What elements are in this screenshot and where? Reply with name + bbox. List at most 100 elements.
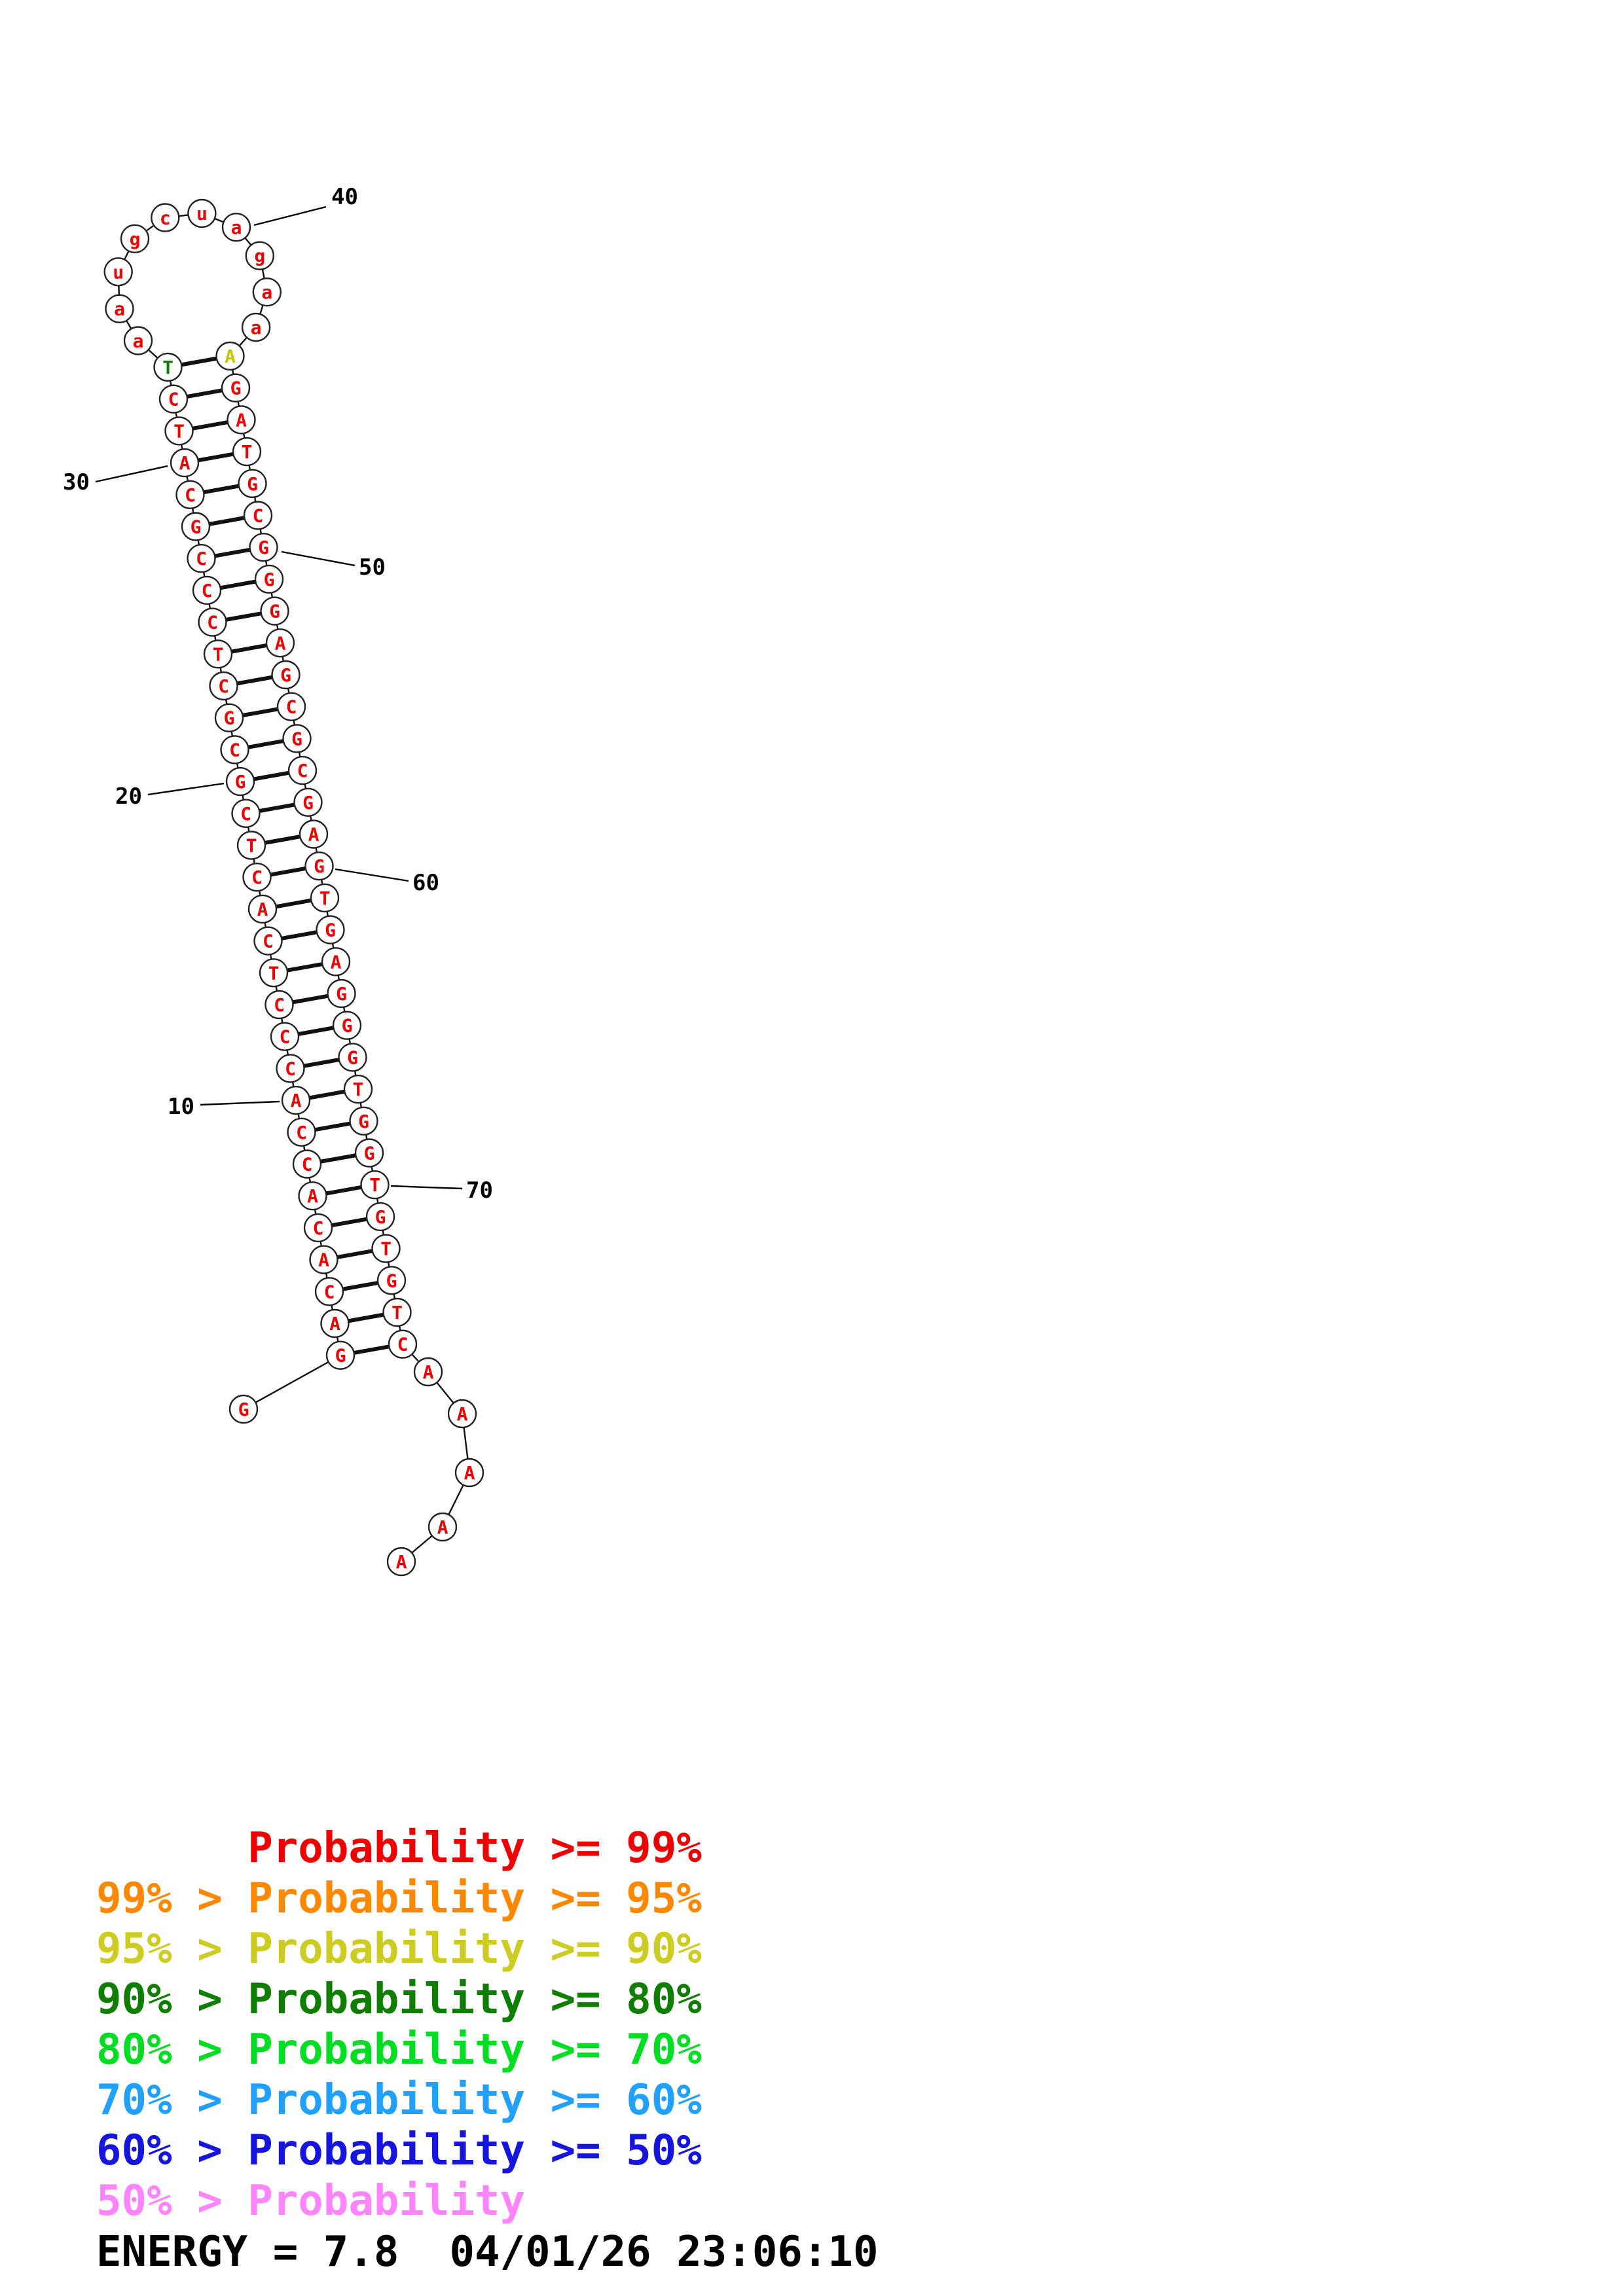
base-circle <box>382 1297 412 1327</box>
base-circle <box>187 198 217 228</box>
base-letter: g <box>130 228 141 250</box>
base-15: C <box>253 926 283 956</box>
position-label: 20 <box>115 783 142 810</box>
position-label: 30 <box>63 469 90 495</box>
base-letter: T <box>369 1174 380 1196</box>
base-letter: C <box>297 760 308 781</box>
base-letter: G <box>291 728 302 749</box>
base-11: C <box>276 1054 305 1083</box>
base-letter: A <box>225 346 236 367</box>
base-78: A <box>454 1458 484 1488</box>
base-letter: A <box>437 1516 448 1538</box>
base-letter: a <box>231 217 242 238</box>
base-2: G <box>325 1340 356 1370</box>
base-77: A <box>447 1399 477 1429</box>
base-circle <box>221 213 251 242</box>
base-circle <box>314 1277 344 1306</box>
base-23: C <box>209 671 238 701</box>
base-letter: G <box>314 855 325 877</box>
legend-row: 60% > Probability >= 50% <box>96 2126 702 2175</box>
base-letter: G <box>335 1345 346 1367</box>
base-circle <box>276 692 306 721</box>
base-62: G <box>316 915 345 944</box>
base-35: a <box>105 294 134 323</box>
position-label-line <box>390 1185 463 1190</box>
legend-row: 70% > Probability >= 60% <box>96 2076 702 2125</box>
base-letter: C <box>218 675 229 697</box>
base-66: G <box>338 1043 367 1072</box>
base-letter: C <box>196 548 207 569</box>
base-circle <box>354 1138 384 1168</box>
base-19: C <box>231 798 261 829</box>
base-letter: a <box>114 298 125 320</box>
base-circle <box>198 607 227 637</box>
base-75: C <box>388 1329 418 1359</box>
base-circle <box>265 628 295 658</box>
base-circle <box>428 1512 458 1542</box>
legend-row: 80% > Probability >= 70% <box>96 2026 702 2074</box>
base-circle <box>316 915 345 944</box>
base-circle <box>298 1181 327 1211</box>
base-circle <box>153 352 183 382</box>
base-48: G <box>238 469 267 498</box>
legend-row: 95% > Probability >= 90% <box>96 1925 702 1973</box>
base-circle <box>303 1213 333 1243</box>
base-letter: T <box>162 357 173 378</box>
base-circle <box>231 798 261 829</box>
base-34: a <box>123 326 153 355</box>
base-26: C <box>192 575 222 605</box>
base-letter: u <box>196 203 208 224</box>
position-label: 70 <box>466 1177 493 1204</box>
base-51: G <box>254 564 284 594</box>
base-27: C <box>187 544 216 573</box>
base-32: C <box>158 384 189 414</box>
base-letter: T <box>246 835 257 857</box>
base-letter: G <box>247 473 258 495</box>
position-label-line <box>95 465 168 483</box>
base-69: G <box>354 1138 384 1168</box>
base-circle <box>299 819 329 849</box>
position-label: 10 <box>168 1094 194 1120</box>
base-letter: C <box>313 1217 324 1239</box>
base-4: C <box>314 1277 344 1306</box>
base-circle <box>332 1011 362 1040</box>
base-25: C <box>198 607 227 637</box>
base-42: a <box>252 278 282 307</box>
base-letter: G <box>238 1399 249 1420</box>
base-57: C <box>287 755 318 785</box>
base-circle <box>454 1458 484 1488</box>
base-20: G <box>225 766 255 797</box>
base-74: T <box>382 1297 412 1327</box>
base-47: T <box>232 437 262 467</box>
base-circle <box>151 203 180 232</box>
base-6: C <box>303 1213 333 1243</box>
base-circle <box>214 703 244 732</box>
base-58: G <box>293 787 323 817</box>
base-circle <box>310 883 340 913</box>
base-circle <box>123 326 153 355</box>
base-circle <box>388 1329 418 1359</box>
base-letter: A <box>179 452 191 474</box>
base-letter: T <box>392 1302 403 1323</box>
base-43: a <box>241 312 271 342</box>
base-circle <box>271 660 301 690</box>
base-letter: G <box>258 537 269 558</box>
base-13: C <box>264 990 294 1020</box>
base-circle <box>242 862 272 892</box>
position-label-line <box>335 868 409 882</box>
base-circle <box>164 416 194 446</box>
base-circle <box>170 448 200 478</box>
base-54: G <box>271 660 301 690</box>
base-letter: G <box>224 708 235 729</box>
base-letter: A <box>308 824 319 846</box>
base-circle <box>192 575 222 605</box>
base-letter: G <box>269 601 280 622</box>
base-letter: A <box>423 1361 434 1383</box>
base-letter: a <box>261 281 272 303</box>
base-31: T <box>164 416 194 446</box>
probability-legend: Probability >= 99%99% > Probability >= 9… <box>96 1824 702 2225</box>
position-label-line <box>281 550 356 567</box>
